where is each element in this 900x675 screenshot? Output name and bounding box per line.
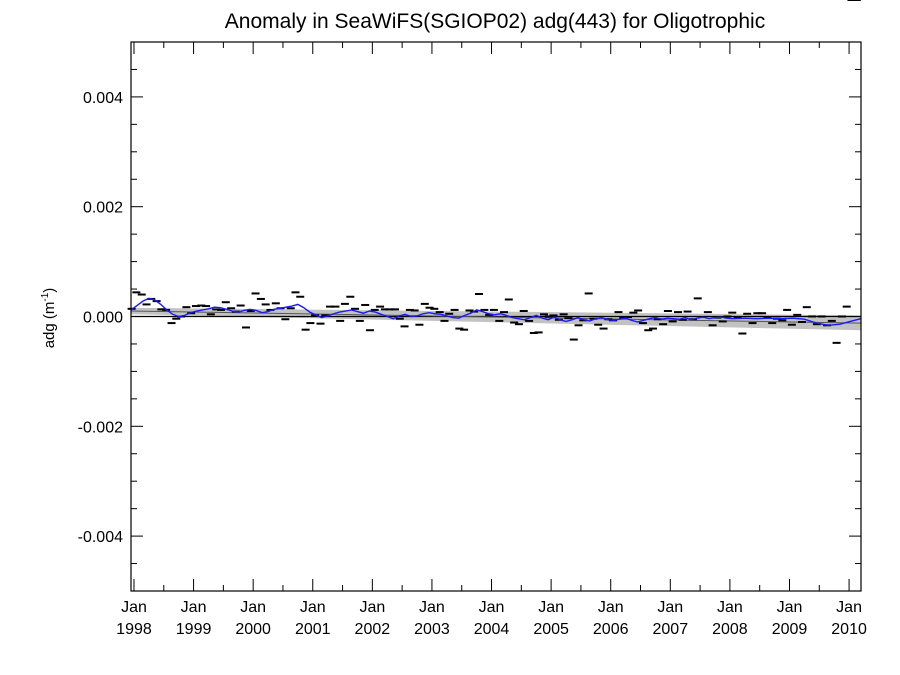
x-tick-year-label: 2006 bbox=[593, 621, 629, 638]
y-tick-label: -0.004 bbox=[78, 529, 123, 546]
y-axis-label-exponent: -1 bbox=[40, 292, 51, 301]
x-tick-year-label: 2004 bbox=[474, 621, 510, 638]
x-tick-month-label: Jan bbox=[836, 599, 862, 616]
x-tick-year-label: 2002 bbox=[355, 621, 391, 638]
x-tick-year-label: 2009 bbox=[772, 621, 808, 638]
trend-line-layer bbox=[130, 310, 862, 324]
x-tick-month-label: Jan bbox=[717, 599, 743, 616]
x-tick-month-label: Jan bbox=[240, 599, 266, 616]
x-tick-year-label: 2010 bbox=[831, 621, 867, 638]
x-tick-month-label: Jan bbox=[538, 599, 564, 616]
y-tick-label: 0.002 bbox=[83, 200, 123, 217]
smoothed-series-line bbox=[130, 297, 862, 326]
trend-line bbox=[130, 310, 862, 324]
x-tick-month-label: Jan bbox=[777, 599, 803, 616]
y-axis-label-base: adg (m bbox=[41, 302, 58, 349]
smoothed-series-layer bbox=[130, 297, 862, 326]
axes-layer: 0.004 0.002 0.000 -0.002 -0.004 Jan 1998 Jan 199… bbox=[78, 41, 867, 638]
x-tick-month-label: Jan bbox=[181, 599, 207, 616]
x-tick-month-label: Jan bbox=[419, 599, 445, 616]
x-tick-month-label: Jan bbox=[300, 599, 326, 616]
monthly-points-layer bbox=[127, 0, 861, 344]
y-tick-label: 0.000 bbox=[83, 310, 123, 327]
y-axis-label-close: ) bbox=[41, 288, 58, 293]
x-tick-year-label: 2001 bbox=[295, 621, 331, 638]
chart-title: Anomaly in SeaWiFS(SGIOP02) adg(443) for… bbox=[225, 10, 765, 33]
x-tick-month-label: Jan bbox=[479, 599, 505, 616]
x-tick-year-label: 2007 bbox=[653, 621, 689, 638]
x-tick-year-label: 2000 bbox=[235, 621, 271, 638]
x-tick-month-label: Jan bbox=[121, 599, 147, 616]
x-tick-year-label: 2003 bbox=[414, 621, 450, 638]
y-tick-label: -0.002 bbox=[78, 419, 123, 436]
x-tick-year-label: 1998 bbox=[116, 621, 152, 638]
x-tick-month-label: Jan bbox=[359, 599, 385, 616]
y-axis-label: adg (m-1) bbox=[40, 288, 58, 349]
y-tick-label: 0.004 bbox=[83, 90, 123, 107]
x-tick-month-label: Jan bbox=[598, 599, 624, 616]
x-tick-year-label: 1999 bbox=[176, 621, 212, 638]
x-tick-year-label: 2005 bbox=[533, 621, 569, 638]
x-tick-month-label: Jan bbox=[657, 599, 683, 616]
x-tick-year-label: 2008 bbox=[712, 621, 748, 638]
